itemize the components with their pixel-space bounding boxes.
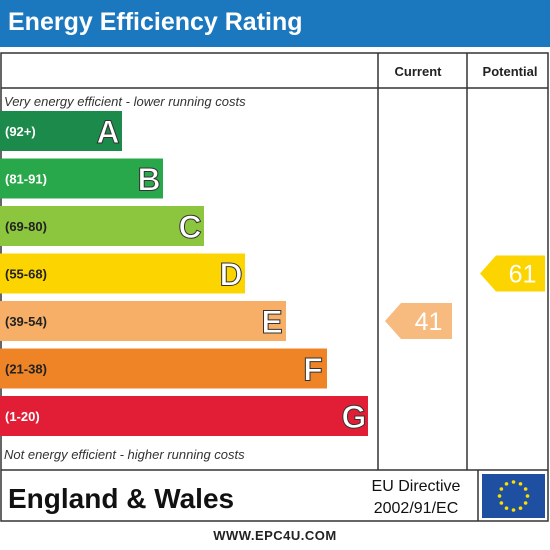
eu-star-icon	[499, 501, 504, 505]
eu-star-icon	[511, 508, 516, 512]
directive-line1: EU Directive	[372, 478, 461, 495]
band-range-g: (1-20)	[5, 409, 40, 424]
eu-star-icon	[523, 501, 528, 505]
rating-bands: (92+) A (81-91) B (69-80) C (55-68) D (39-54) E (2…	[0, 111, 368, 436]
band-e	[0, 301, 286, 341]
band-f	[0, 348, 327, 389]
band-range-c: (69-80)	[5, 219, 47, 234]
band-letter-g: G	[342, 399, 367, 435]
directive-line2: 2002/91/EC	[374, 500, 459, 517]
eu-star-icon	[497, 494, 502, 498]
band-letter-f: F	[303, 352, 323, 388]
eu-star-icon	[499, 487, 504, 491]
band-letter-e: E	[261, 304, 282, 340]
potential-rating-arrow	[480, 255, 545, 292]
current-rating-value: 41	[415, 308, 443, 336]
band-a	[0, 111, 122, 151]
current-rating-arrow	[385, 303, 452, 339]
band-letter-c: C	[178, 209, 201, 245]
bottom-note: Not energy efficient - higher running co…	[4, 447, 245, 462]
current-column-header: Current	[395, 64, 443, 79]
band-letter-d: D	[219, 257, 242, 293]
rating-arrows: 41 61	[385, 255, 545, 339]
band-range-f: (21-38)	[5, 362, 47, 377]
eu-star-icon	[504, 506, 509, 510]
eu-star-icon	[504, 482, 509, 486]
top-note: Very energy efficient - lower running co…	[4, 94, 246, 109]
page-title: Energy Efficiency Rating	[8, 8, 303, 36]
band-c	[0, 206, 204, 246]
band-b	[0, 158, 163, 199]
eu-star-icon	[518, 506, 523, 510]
band-range-e: (39-54)	[5, 314, 47, 329]
band-g	[0, 396, 368, 436]
eu-star-icon	[511, 480, 516, 484]
eu-flag-icon	[482, 474, 545, 518]
eu-star-icon	[518, 482, 523, 486]
region-label: England & Wales	[8, 483, 234, 514]
band-letter-a: A	[96, 114, 119, 150]
eu-star-icon	[525, 494, 530, 498]
epc-chart: Current Potential Very energy efficient …	[0, 52, 549, 522]
header-bar: Energy Efficiency Rating	[0, 0, 550, 47]
potential-rating-value: 61	[509, 261, 537, 289]
band-range-a: (92+)	[5, 124, 36, 139]
potential-column-header: Potential	[483, 64, 538, 79]
website-link[interactable]: WWW.EPC4U.COM	[213, 528, 337, 543]
band-range-b: (81-91)	[5, 172, 47, 187]
band-d	[0, 253, 245, 294]
band-range-d: (55-68)	[5, 267, 47, 282]
band-letter-b: B	[137, 162, 160, 198]
eu-star-icon	[523, 487, 528, 491]
